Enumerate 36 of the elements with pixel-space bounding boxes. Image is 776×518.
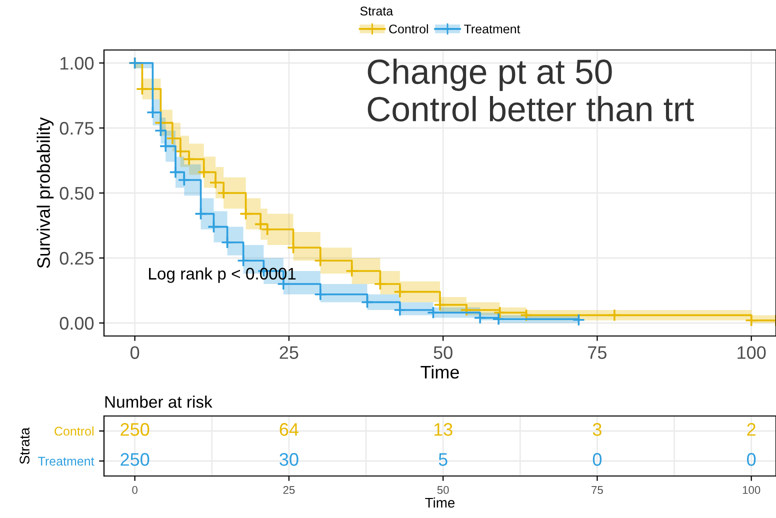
- data-label: 13: [434, 423, 452, 436]
- x-axis-title: Time: [420, 365, 459, 379]
- data-label: 2: [747, 423, 756, 436]
- data-label: 250: [120, 453, 150, 466]
- y-tick-label: 0.00: [60, 316, 94, 330]
- data-label: 64: [280, 423, 298, 436]
- y-tick-label: 1.00: [60, 56, 94, 70]
- x-axis-title: Time: [425, 497, 455, 508]
- y-axis-title: Survival probability: [36, 117, 54, 268]
- y-axis-title: Strata: [20, 427, 30, 464]
- x-tick-label: 25: [280, 346, 298, 359]
- x-tick-label: 100: [738, 346, 766, 359]
- data-label: 30: [280, 453, 298, 466]
- data-label: 0: [592, 453, 602, 466]
- x-tick-label: 0: [130, 346, 140, 359]
- y-tick-label: Control: [54, 426, 94, 436]
- x-tick-label: 75: [588, 346, 606, 359]
- y-tick-label: 0.50: [60, 186, 94, 200]
- y-tick-label: 0.25: [60, 252, 94, 265]
- data-label: 250: [120, 423, 150, 436]
- annotation: Change pt at 50 Control better than trt: [368, 58, 694, 122]
- x-tick-label: 75: [592, 486, 603, 494]
- data-label: 5: [438, 453, 448, 466]
- y-tick-label: Treatment: [38, 456, 94, 466]
- x-tick-label: 0: [132, 486, 138, 494]
- x-tick-label: 25: [283, 486, 295, 494]
- y-tick-label: 0.75: [60, 122, 94, 135]
- legend-label: Control: [389, 24, 428, 34]
- data-label: 3: [592, 423, 602, 436]
- legend-label: Treatment: [464, 24, 520, 34]
- chart-title: Number at risk: [105, 396, 212, 408]
- x-tick-label: 50: [434, 346, 452, 359]
- legend-title: Strata: [360, 6, 394, 16]
- data-label: 0: [747, 453, 756, 466]
- x-tick-label: 100: [742, 486, 760, 494]
- x-tick-label: 50: [437, 486, 449, 494]
